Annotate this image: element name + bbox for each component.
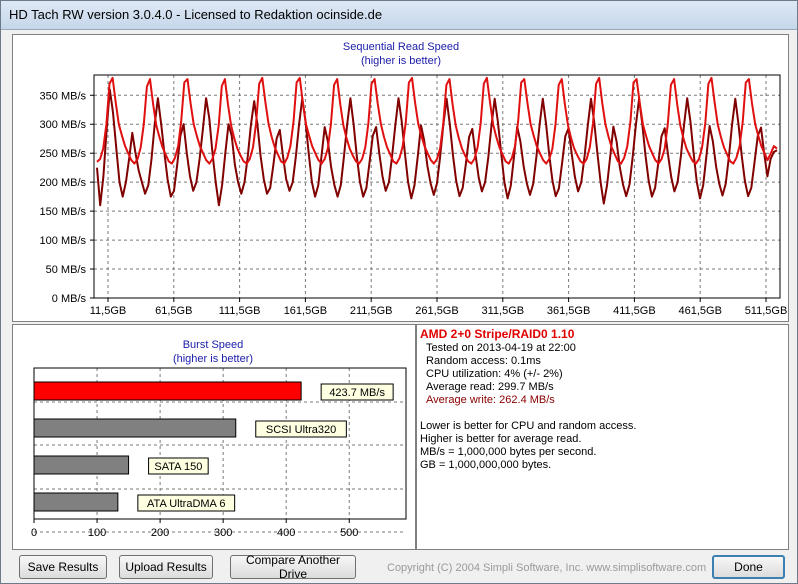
x-tick-label: 111,5GB (219, 305, 261, 317)
burst-bar (33, 418, 237, 438)
y-tick-label: 250 MB/s (40, 148, 87, 160)
burst-speed-panel: Burst Speed (higher is better) 423.7 MB/… (12, 324, 416, 550)
x-tick-label: 300 (214, 527, 232, 539)
bar-label: ATA UltraDMA 6 (147, 498, 225, 510)
x-axis: 0 100 200 300 400 500 (31, 519, 358, 539)
upload-results-button[interactable]: Upload Results (119, 555, 213, 579)
burst-speed-chart: Burst Speed (higher is better) 423.7 MB/… (31, 339, 407, 539)
burst-bar (33, 455, 130, 475)
bar-label-box (320, 383, 394, 401)
compare-another-drive-button[interactable]: Compare Another Drive (230, 553, 356, 581)
y-tick-label: 100 MB/s (40, 235, 87, 247)
random-access: Random access: 0.1ms (426, 355, 541, 367)
x-tick-label: 411,5GB (613, 305, 656, 317)
bar-label: 423.7 MB/s (329, 387, 385, 399)
x-axis: 11,5GB 61,5GB 111,5GB 161,5GB 211,5GB 261,5GB… (90, 298, 788, 317)
chart-subtitle: (higher is better) (361, 55, 441, 67)
series-lines (96, 76, 778, 207)
x-tick-label: 200 (151, 527, 169, 539)
average-read: Average read: 299.7 MB/s (426, 381, 554, 393)
burst-bar (33, 492, 119, 512)
note-higher-better: Higher is better for average read. (420, 433, 582, 445)
note-lower-better: Lower is better for CPU and random acces… (420, 420, 637, 432)
save-results-button[interactable]: Save Results (19, 555, 107, 579)
chart-title: Sequential Read Speed (343, 41, 459, 53)
title-bar[interactable]: HD Tach RW version 3.0.4.0 - Licensed to… (1, 1, 797, 30)
sequential-read-chart: Sequential Read Speed (higher is better)… (40, 41, 788, 317)
x-tick-label: 211,5GB (350, 305, 393, 317)
sequential-read-panel: Sequential Read Speed (higher is better)… (12, 34, 789, 322)
bar-label-box (255, 420, 347, 438)
results-info-panel: AMD 2+0 Stripe/RAID0 1.10 Tested on 2013… (416, 324, 789, 550)
y-tick-label: 150 MB/s (40, 206, 87, 218)
x-tick-label: 511,5GB (745, 305, 788, 317)
tested-on: Tested on 2013-04-19 at 22:00 (426, 342, 576, 354)
compare-label: Compare Another Drive (245, 553, 341, 581)
plot-frame (93, 74, 781, 299)
x-tick-label: 161,5GB (284, 305, 327, 317)
plot-frame (33, 367, 407, 520)
x-tick-label: 261,5GB (415, 305, 458, 317)
y-axis: 0 MB/s 50 MB/s 100 MB/s 150 MB/s 200 MB/s 250… (40, 90, 94, 305)
done-button[interactable]: Done (712, 555, 785, 579)
bar-label-box (137, 494, 236, 512)
read-series-line (96, 76, 778, 165)
cpu-utilization: CPU utilization: 4% (+/- 2%) (426, 368, 563, 380)
x-tick-label: 400 (277, 527, 295, 539)
x-tick-label: 500 (340, 527, 358, 539)
y-tick-label: 50 MB/s (46, 264, 87, 276)
x-tick-label: 361,5GB (547, 305, 590, 317)
bar-label: SCSI Ultra320 (266, 424, 336, 436)
y-tick-label: 0 MB/s (52, 293, 87, 305)
save-results-label: Save Results (27, 560, 99, 574)
y-tick-label: 300 MB/s (40, 119, 87, 131)
x-tick-label: 100 (88, 527, 106, 539)
write-series-line (96, 88, 778, 207)
x-tick-label: 461,5GB (678, 305, 721, 317)
window-title: HD Tach RW version 3.0.4.0 - Licensed to… (9, 7, 383, 22)
x-tick-label: 311,5GB (481, 305, 524, 317)
bars: 423.7 MB/s SCSI Ultra320 SATA 150 ATA Ultra… (33, 381, 394, 512)
chart-subtitle: (higher is better) (173, 353, 253, 365)
bar-label: SATA 150 (154, 461, 202, 473)
burst-bar (33, 381, 302, 401)
average-write: Average write: 262.4 MB/s (426, 394, 555, 406)
bar-label-box (148, 457, 209, 475)
note-mbs: MB/s = 1,000,000 bytes per second. (420, 446, 597, 458)
drive-name: AMD 2+0 Stripe/RAID0 1.10 (420, 327, 575, 341)
x-tick-label: 61,5GB (155, 305, 192, 317)
upload-results-label: Upload Results (125, 560, 207, 574)
y-tick-label: 200 MB/s (40, 177, 87, 189)
y-tick-label: 350 MB/s (40, 90, 87, 102)
x-tick-label: 0 (31, 527, 37, 539)
chart-title: Burst Speed (183, 339, 244, 351)
grid (94, 75, 780, 298)
copyright-text: Copyright (C) 2004 Simpli Software, Inc.… (387, 562, 707, 574)
done-label: Done (734, 560, 763, 574)
x-tick-label: 11,5GB (90, 305, 127, 317)
note-gb: GB = 1,000,000,000 bytes. (420, 459, 552, 471)
